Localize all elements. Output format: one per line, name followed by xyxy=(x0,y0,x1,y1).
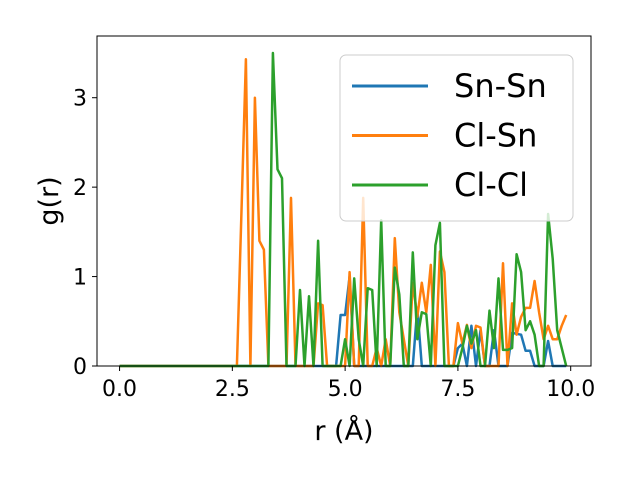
x-axis: 0.0 2.5 5.0 7.5 10.0 xyxy=(102,366,595,402)
x-tick-label: 5.0 xyxy=(328,377,363,402)
x-tick-label: 2.5 xyxy=(215,377,250,402)
y-tick-label: 1 xyxy=(73,266,87,291)
x-tick-label: 0.0 xyxy=(102,377,137,402)
x-tick-label: 10.0 xyxy=(546,377,595,402)
legend-box xyxy=(339,54,574,222)
y-tick-label: 0 xyxy=(73,355,87,380)
y-axis: 0 1 2 3 xyxy=(73,87,97,380)
legend-label: Sn-Sn xyxy=(454,67,547,105)
legend: Sn-Sn Cl-Sn Cl-Cl xyxy=(339,54,574,222)
axes-frame xyxy=(96,35,592,367)
legend-label: Cl-Sn xyxy=(454,117,537,155)
y-tick-label: 2 xyxy=(73,176,87,201)
y-axis-label: g(r) xyxy=(34,176,65,225)
legend-label: Cl-Cl xyxy=(454,166,528,204)
x-tick-label: 7.5 xyxy=(440,377,475,402)
y-tick-label: 3 xyxy=(73,87,87,112)
x-axis-label: r (Å) xyxy=(314,415,373,447)
